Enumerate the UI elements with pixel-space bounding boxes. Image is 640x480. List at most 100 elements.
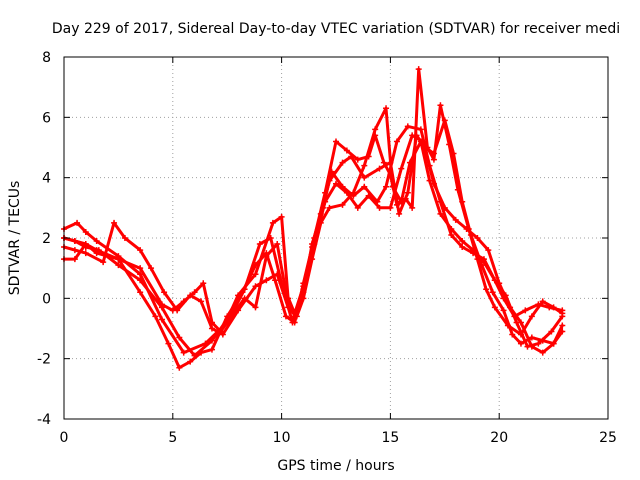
data-point-marker xyxy=(483,286,490,293)
y-tick-label: 4 xyxy=(42,171,51,187)
data-point-marker xyxy=(491,304,498,311)
data-point-marker xyxy=(374,198,381,205)
data-point-marker xyxy=(350,189,357,196)
data-point-marker xyxy=(539,337,546,344)
data-point-marker xyxy=(152,313,159,320)
data-point-marker xyxy=(111,219,118,226)
data-point-marker xyxy=(513,319,520,326)
data-point-marker xyxy=(550,304,557,311)
data-point-marker xyxy=(137,247,144,254)
data-point-marker xyxy=(263,253,270,260)
data-point-marker xyxy=(161,289,168,296)
data-point-marker xyxy=(398,165,405,172)
plot-frame xyxy=(63,56,609,420)
data-point-marker xyxy=(252,262,259,269)
data-point-marker xyxy=(93,250,100,257)
data-point-marker xyxy=(241,295,248,302)
data-point-marker xyxy=(115,256,122,263)
data-point-marker xyxy=(256,241,263,248)
data-point-marker xyxy=(361,174,368,181)
data-point-marker xyxy=(380,159,387,166)
data-point-marker xyxy=(180,349,187,356)
grid-layer xyxy=(64,57,608,419)
data-point-marker xyxy=(376,165,383,172)
series-3 xyxy=(61,105,566,350)
data-point-marker xyxy=(158,301,165,308)
x-tick-label: 0 xyxy=(60,430,69,446)
x-tick-label: 5 xyxy=(168,430,177,446)
data-point-marker xyxy=(274,241,281,248)
series-layer xyxy=(61,66,566,371)
data-point-marker xyxy=(137,277,144,284)
data-point-marker xyxy=(282,289,289,296)
y-axis-label: SDTVAR / TECUs xyxy=(7,181,23,296)
data-point-marker xyxy=(169,307,176,314)
data-point-marker xyxy=(354,156,361,163)
data-point-marker xyxy=(550,340,557,347)
data-point-marker xyxy=(208,337,215,344)
series-line xyxy=(62,118,564,370)
data-point-marker xyxy=(454,186,461,193)
data-point-marker xyxy=(115,262,122,269)
data-point-marker xyxy=(354,204,361,211)
data-point-marker xyxy=(417,126,424,133)
y-tick-label: -4 xyxy=(37,412,51,428)
data-point-marker xyxy=(502,292,509,299)
data-point-marker xyxy=(93,238,100,245)
data-point-marker xyxy=(82,241,89,248)
data-point-marker xyxy=(539,349,546,356)
data-point-marker xyxy=(272,277,279,284)
data-point-marker xyxy=(291,310,298,317)
series-line xyxy=(62,106,564,349)
data-point-marker xyxy=(459,238,466,245)
data-point-marker xyxy=(404,123,411,130)
chart-title: Day 229 of 2017, Sidereal Day-to-day VTE… xyxy=(52,21,620,37)
data-point-marker xyxy=(361,183,368,190)
data-point-marker xyxy=(71,238,78,245)
data-point-marker xyxy=(198,349,205,356)
data-point-marker xyxy=(424,144,431,151)
data-point-marker xyxy=(559,322,566,329)
data-point-marker xyxy=(339,201,346,208)
data-point-marker xyxy=(217,328,224,335)
data-point-marker xyxy=(402,195,409,202)
data-point-marker xyxy=(559,310,566,317)
data-point-marker xyxy=(208,325,215,332)
x-tick-label: 25 xyxy=(599,430,617,446)
data-point-marker xyxy=(274,271,281,278)
data-point-marker xyxy=(465,225,472,232)
data-point-marker xyxy=(343,147,350,154)
data-point-marker xyxy=(74,219,81,226)
data-point-marker xyxy=(404,189,411,196)
data-point-marker xyxy=(252,271,259,278)
data-point-marker xyxy=(198,298,205,305)
data-point-marker xyxy=(252,283,259,290)
series-5 xyxy=(61,66,566,338)
data-point-marker xyxy=(372,132,379,139)
data-point-marker xyxy=(187,358,194,365)
data-point-marker xyxy=(430,156,437,163)
data-point-marker xyxy=(82,228,89,235)
data-point-marker xyxy=(387,204,394,211)
series-line xyxy=(62,67,564,336)
data-point-marker xyxy=(474,235,481,241)
data-point-marker xyxy=(437,198,444,205)
data-point-marker xyxy=(365,153,372,160)
data-point-marker xyxy=(528,334,535,341)
data-point-marker xyxy=(528,313,535,320)
data-point-marker xyxy=(387,171,394,178)
data-point-marker xyxy=(300,283,307,290)
data-point-marker xyxy=(148,265,155,272)
data-point-marker xyxy=(165,340,172,347)
data-point-marker xyxy=(396,210,403,217)
data-point-marker xyxy=(376,204,383,211)
data-point-marker xyxy=(383,105,390,112)
data-point-marker xyxy=(415,66,422,73)
data-point-marker xyxy=(372,126,379,133)
data-point-marker xyxy=(252,304,259,311)
data-point-marker xyxy=(446,141,453,148)
data-point-marker xyxy=(437,210,444,217)
data-point-marker xyxy=(228,313,235,320)
y-tick-label: 0 xyxy=(42,291,51,307)
